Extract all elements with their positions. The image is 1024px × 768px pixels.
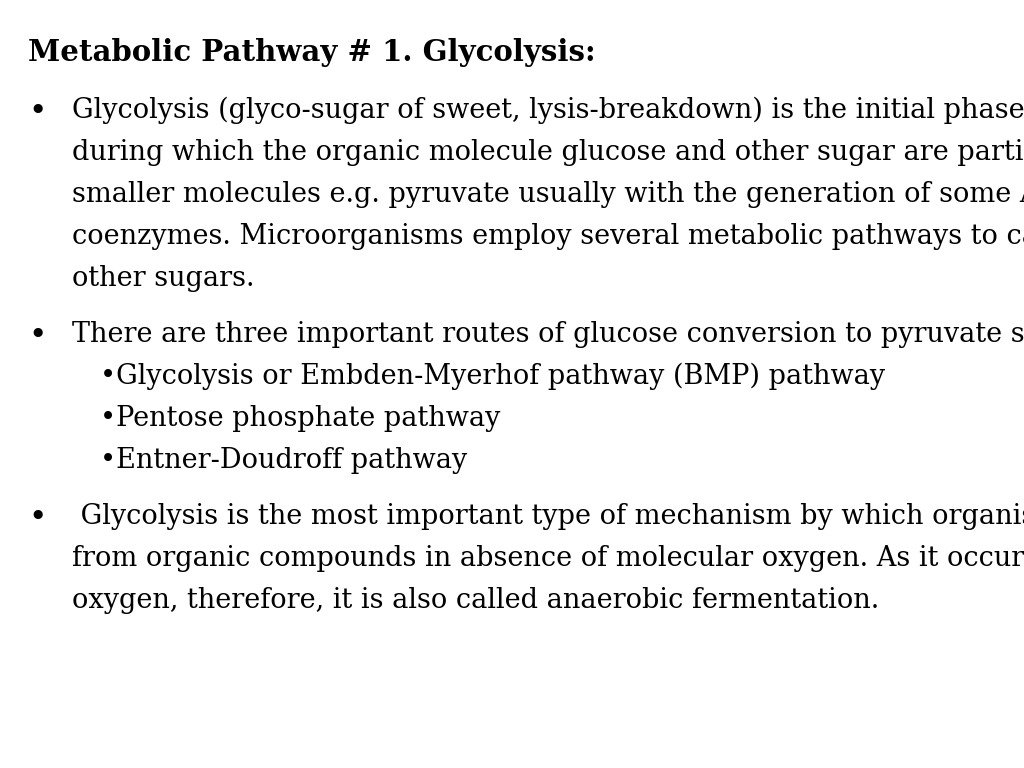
Text: Metabolic Pathway # 1. Glycolysis:: Metabolic Pathway # 1. Glycolysis: xyxy=(28,38,596,67)
Text: •Entner-Doudroff pathway: •Entner-Doudroff pathway xyxy=(100,447,467,474)
Text: coenzymes. Microorganisms employ several metabolic pathways to catabolize glucos: coenzymes. Microorganisms employ several… xyxy=(72,223,1024,250)
Text: •Glycolysis or Embden-Myerhof pathway (BMP) pathway: •Glycolysis or Embden-Myerhof pathway (B… xyxy=(100,362,885,390)
Text: There are three important routes of glucose conversion to pyruvate such as: There are three important routes of gluc… xyxy=(72,321,1024,348)
Text: •: • xyxy=(28,97,46,127)
Text: •Pentose phosphate pathway: •Pentose phosphate pathway xyxy=(100,405,501,432)
Text: during which the organic molecule glucose and other sugar are partially oxidized: during which the organic molecule glucos… xyxy=(72,139,1024,166)
Text: •: • xyxy=(28,503,46,534)
Text: oxygen, therefore, it is also called anaerobic fermentation.: oxygen, therefore, it is also called ana… xyxy=(72,587,880,614)
Text: other sugars.: other sugars. xyxy=(72,265,255,292)
Text: •: • xyxy=(28,321,46,352)
Text: Glycolysis is the most important type of mechanism by which organisms obtain ene: Glycolysis is the most important type of… xyxy=(72,503,1024,530)
Text: Glycolysis (glyco-sugar of sweet, lysis-breakdown) is the initial phase of metab: Glycolysis (glyco-sugar of sweet, lysis-… xyxy=(72,97,1024,124)
Text: from organic compounds in absence of molecular oxygen. As it occurs in the absen: from organic compounds in absence of mol… xyxy=(72,545,1024,572)
Text: smaller molecules e.g. pyruvate usually with the generation of some ATP and redu: smaller molecules e.g. pyruvate usually … xyxy=(72,180,1024,208)
